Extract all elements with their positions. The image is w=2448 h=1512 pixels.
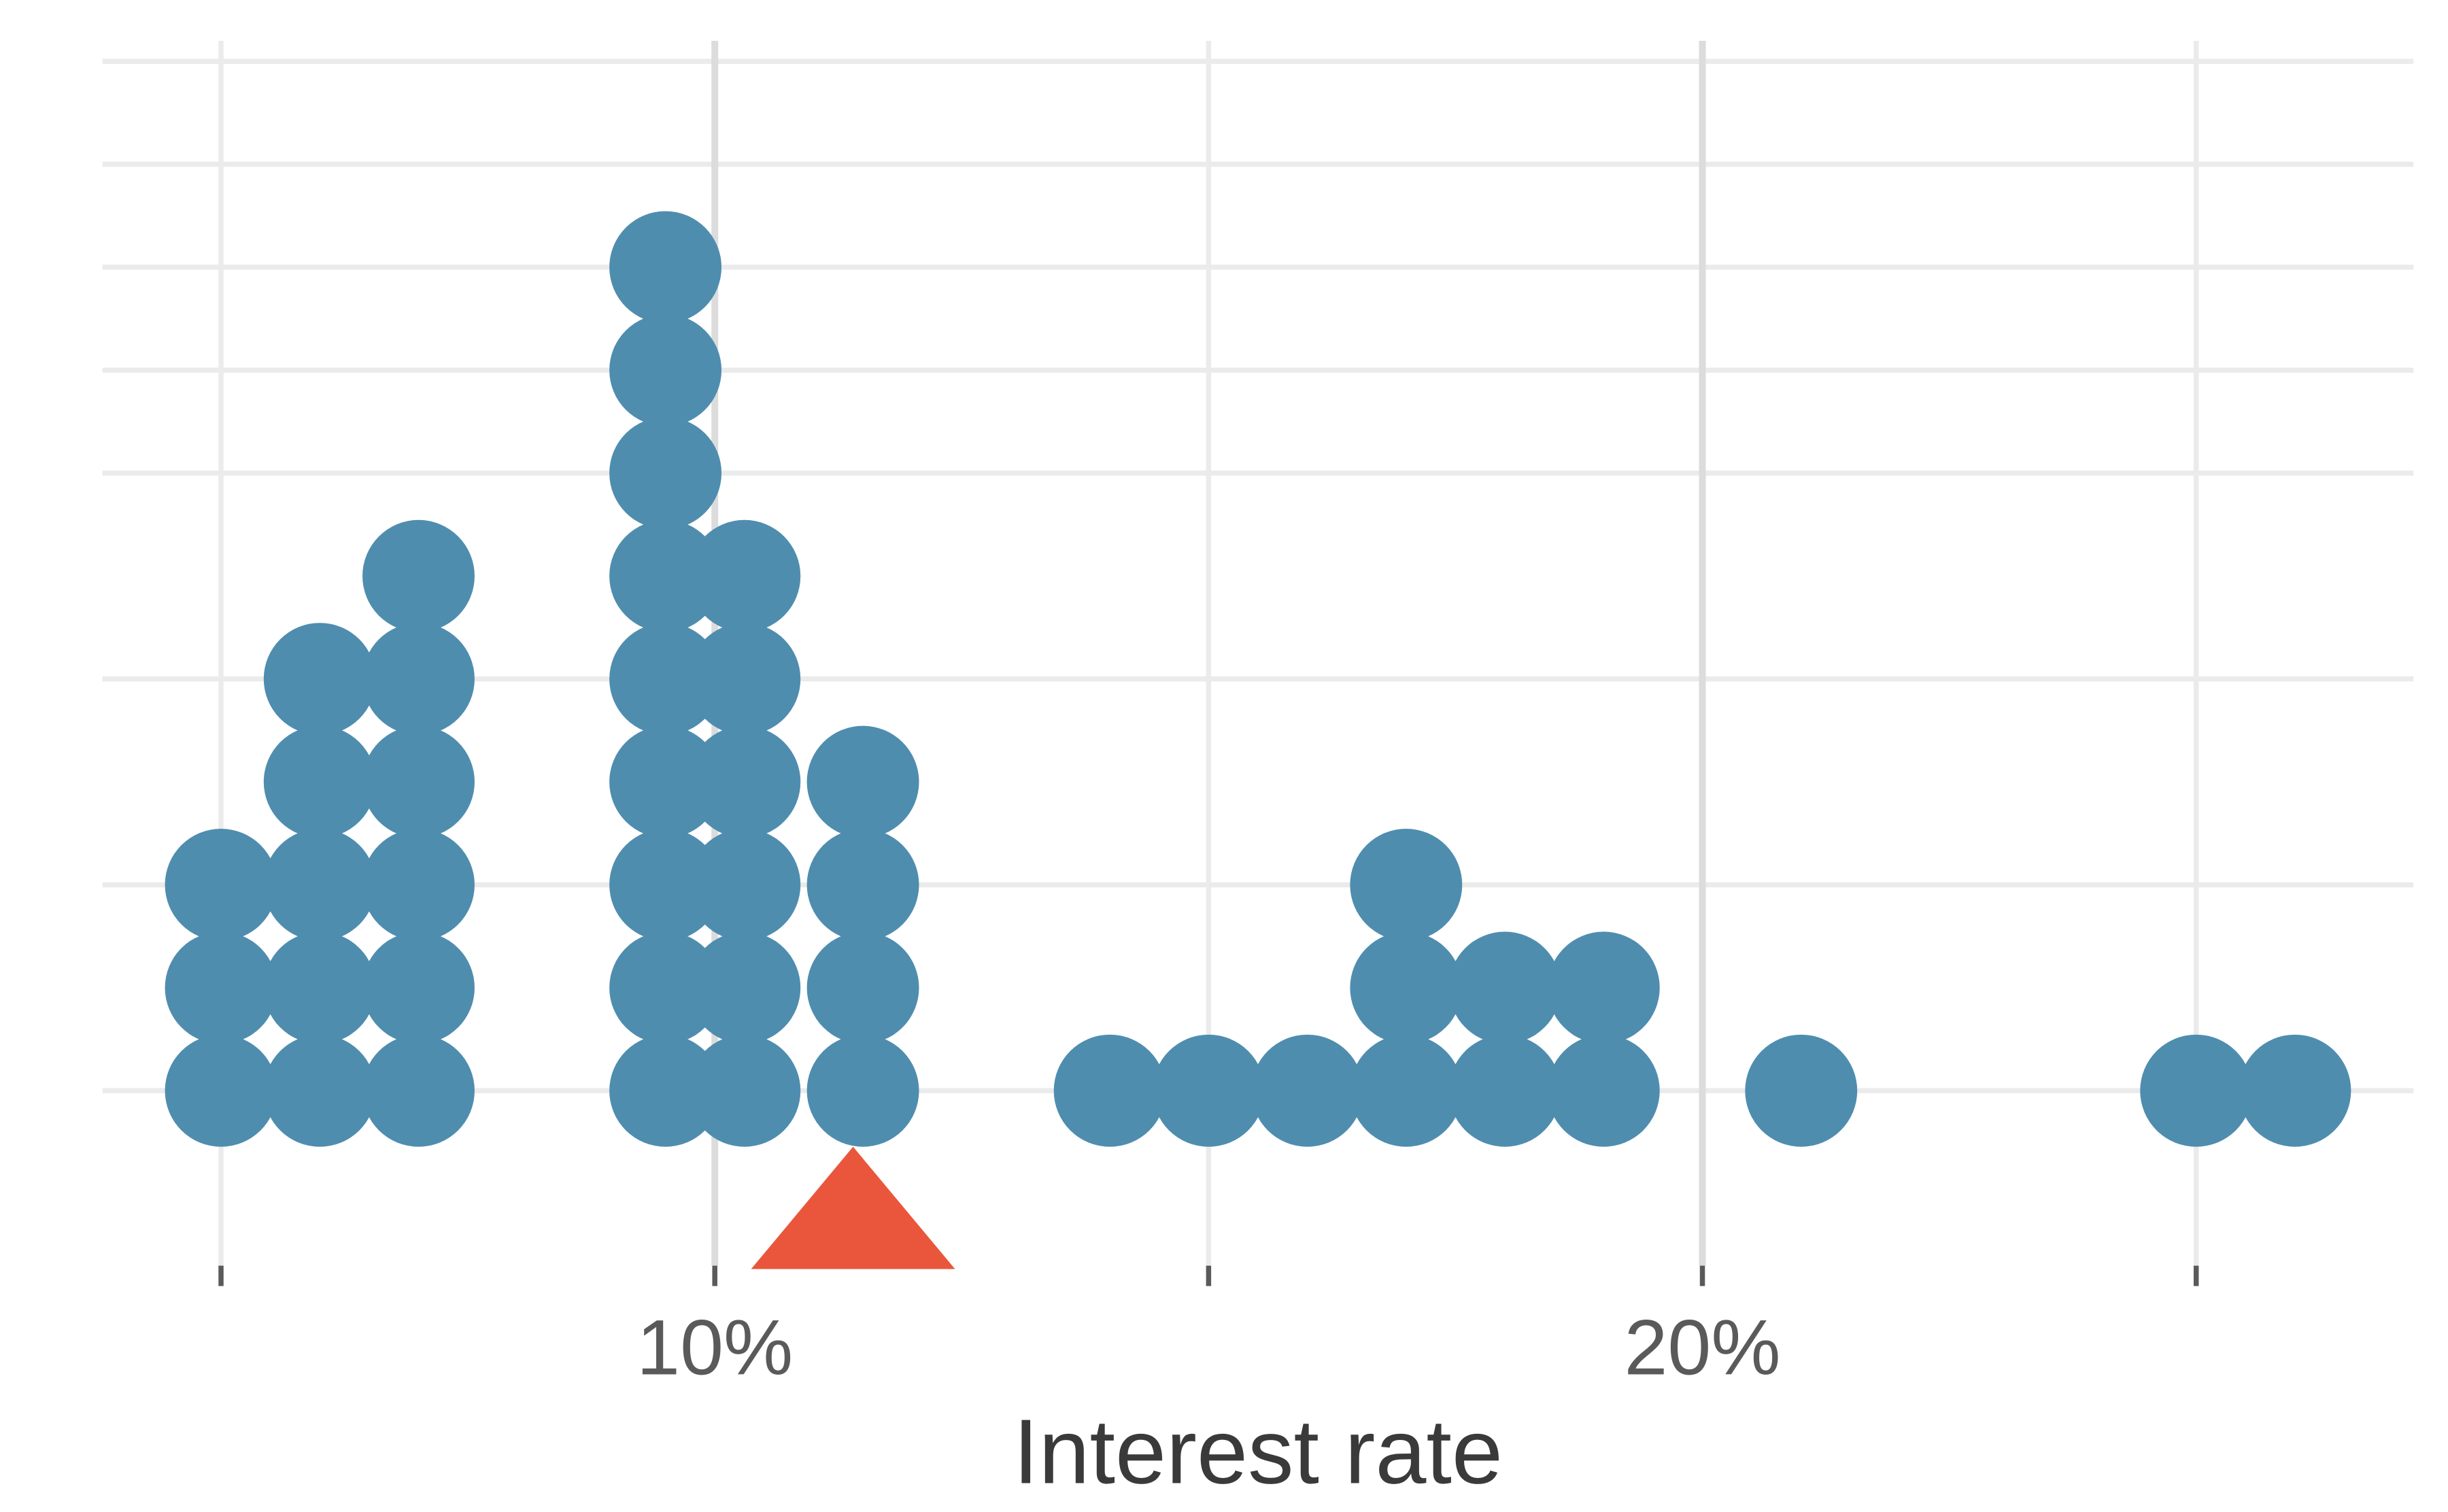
data-dot xyxy=(1251,1035,1363,1147)
dotplot-container: 10% 20% Interest rate xyxy=(0,0,2448,1512)
data-dot xyxy=(362,623,475,735)
data-dot xyxy=(807,931,919,1044)
data-dot xyxy=(1350,1035,1462,1147)
data-dot xyxy=(362,726,475,838)
data-dot xyxy=(807,726,919,838)
data-dot xyxy=(688,1035,800,1147)
data-dot xyxy=(688,931,800,1044)
data-dot xyxy=(688,726,800,838)
data-dot xyxy=(609,417,721,529)
data-dot xyxy=(2140,1035,2252,1147)
data-dot xyxy=(688,520,800,632)
data-dot xyxy=(1153,1035,1265,1147)
data-dot xyxy=(362,1035,475,1147)
data-dot xyxy=(165,829,277,941)
data-dot xyxy=(362,931,475,1044)
data-dot xyxy=(688,623,800,735)
data-dot xyxy=(1548,1035,1660,1147)
data-dot xyxy=(1449,931,1561,1044)
data-dot xyxy=(1054,1035,1166,1147)
data-dot xyxy=(2239,1035,2351,1147)
data-dot xyxy=(1350,931,1462,1044)
data-dot xyxy=(264,931,376,1044)
data-dot xyxy=(688,829,800,941)
dotplot-svg: 10% 20% Interest rate xyxy=(0,0,2448,1512)
data-dot xyxy=(609,314,721,426)
data-dot xyxy=(1350,829,1462,941)
data-dot xyxy=(807,829,919,941)
data-dot xyxy=(165,931,277,1044)
data-dot xyxy=(1548,931,1660,1044)
data-dot xyxy=(609,211,721,324)
data-dot xyxy=(362,520,475,632)
data-dot xyxy=(264,1035,376,1147)
data-dot xyxy=(362,829,475,941)
x-tick-label: 10% xyxy=(636,1305,793,1392)
x-tick-label: 20% xyxy=(1625,1305,1781,1392)
x-axis-title: Interest rate xyxy=(1013,1401,1503,1503)
data-dot xyxy=(807,1035,919,1147)
data-dot xyxy=(1449,1035,1561,1147)
data-dot xyxy=(264,726,376,838)
data-dot xyxy=(264,623,376,735)
data-dot xyxy=(165,1035,277,1147)
data-dot xyxy=(1745,1035,1857,1147)
data-dot xyxy=(264,829,376,941)
